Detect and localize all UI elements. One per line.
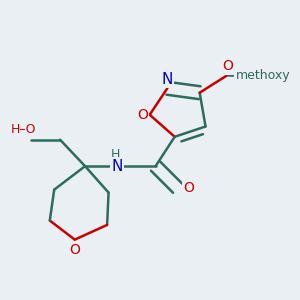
Text: O: O	[137, 108, 148, 122]
Text: O: O	[183, 181, 194, 195]
Text: methoxy: methoxy	[236, 69, 290, 82]
Text: H: H	[111, 148, 121, 161]
Text: O: O	[222, 59, 233, 73]
Text: N: N	[112, 159, 123, 174]
Text: N: N	[162, 72, 173, 87]
Text: O: O	[69, 243, 80, 257]
Text: H–O: H–O	[11, 123, 36, 136]
